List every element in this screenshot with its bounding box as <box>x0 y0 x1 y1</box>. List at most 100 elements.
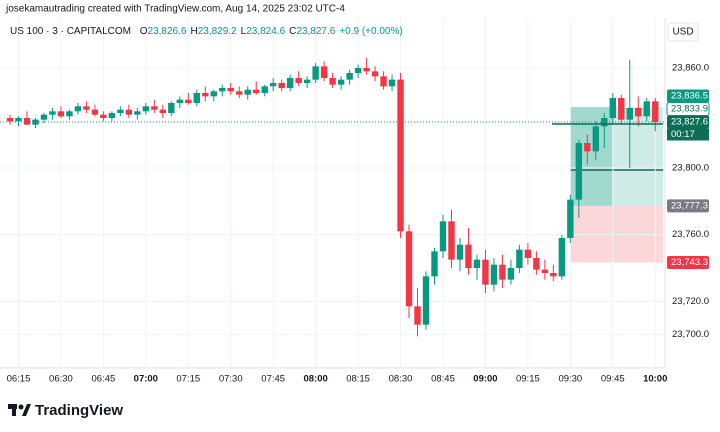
position-tool <box>570 107 663 263</box>
logo-icon <box>22 404 31 416</box>
candle-body <box>74 106 82 112</box>
x-tick-label: 09:15 <box>516 374 540 385</box>
candle-body <box>295 78 302 83</box>
candle-body <box>227 88 234 92</box>
price-tag-label: 23,836.5 <box>671 91 708 102</box>
legend-change: +0.9 (+0.00%) <box>339 26 402 37</box>
candle-body <box>363 68 370 72</box>
logo: TradingView <box>8 402 123 419</box>
candle-body <box>219 88 226 92</box>
candle-body <box>567 199 574 238</box>
candle-body <box>380 76 387 87</box>
candle-body <box>592 126 600 152</box>
price-tag-label: 23,833.9 <box>671 104 708 115</box>
y-tick-label: 23,760.0 <box>672 229 709 240</box>
legend-key: H <box>190 26 197 37</box>
candle-body <box>49 111 56 115</box>
x-tick-label: 06:30 <box>49 374 73 385</box>
candle-body <box>609 98 616 118</box>
legend-key: O <box>140 26 148 37</box>
axes: 23,700.0 23,720.0 23,760.0 23,800.0 23,860.0… <box>7 63 710 385</box>
candle-body <box>193 93 200 103</box>
x-tick-label: 08:30 <box>389 374 413 385</box>
candle-body <box>414 306 421 325</box>
candle-body <box>202 93 209 97</box>
candle-body <box>151 106 158 110</box>
candle-body <box>388 79 396 87</box>
legend-key: C <box>289 26 296 37</box>
loss-zone <box>570 205 663 263</box>
legend-key: L <box>241 26 247 37</box>
candle-body <box>320 66 328 78</box>
y-tick-label: 23,700.0 <box>672 329 709 340</box>
candle-body <box>397 79 404 232</box>
candle-body <box>303 79 311 83</box>
candle-body <box>405 231 413 307</box>
candle-body <box>490 264 498 285</box>
price-tag <box>667 89 709 103</box>
candle-body <box>168 103 175 113</box>
y-tick-label: 23,720.0 <box>672 296 709 307</box>
legend-value: 23,827.6 <box>296 26 335 37</box>
candle-body <box>210 91 217 97</box>
x-tick-label: 10:00 <box>643 374 667 385</box>
candle-body <box>482 259 489 285</box>
candle-body <box>66 111 73 117</box>
candle-body <box>601 118 608 127</box>
candle-body <box>142 106 150 112</box>
candle-body <box>91 109 99 115</box>
y-tick-label: 23,860.0 <box>672 63 709 74</box>
credit: josekamautrading created with TradingVie… <box>5 4 345 15</box>
candle-body <box>100 114 107 118</box>
candle-body <box>533 258 540 270</box>
candle-body <box>244 89 251 95</box>
x-tick-label: 07:45 <box>261 374 285 385</box>
candle-body <box>584 143 591 152</box>
candle-body <box>269 83 277 87</box>
x-tick-label: 08:45 <box>431 374 455 385</box>
x-tick-label: 07:30 <box>219 374 243 385</box>
candle-body <box>15 118 22 122</box>
candle-body <box>431 251 438 277</box>
candle-body <box>176 99 183 103</box>
candle-body <box>83 106 90 110</box>
countdown: 00:17 <box>671 129 695 140</box>
legend-value: 23,824.6 <box>246 26 285 37</box>
candle-body <box>354 68 362 73</box>
candle-body <box>635 108 642 117</box>
symbol: US 100 · 3 · CAPITALCOM <box>10 26 131 37</box>
candle-body <box>507 268 515 280</box>
logo-text: TradingView <box>35 402 123 419</box>
logo-icon <box>12 404 16 416</box>
x-tick-label: 08:15 <box>346 374 370 385</box>
candle-body <box>278 83 285 88</box>
x-tick-label: 09:30 <box>558 374 582 385</box>
candle-body <box>626 108 633 120</box>
candle-body <box>550 273 557 277</box>
candle-body <box>261 86 268 93</box>
price-tag-label: 23,743.3 <box>671 257 708 268</box>
candle-body <box>286 78 294 88</box>
candle-body <box>6 118 14 122</box>
logo-icon <box>18 404 24 410</box>
candle-body <box>159 109 167 113</box>
candle-body <box>185 99 192 103</box>
candle-body <box>312 66 319 80</box>
x-tick-label: 08:00 <box>303 374 327 385</box>
candle-body <box>371 71 379 77</box>
price-tag <box>667 256 709 269</box>
x-tick-label: 07:15 <box>176 374 200 385</box>
legend-value: 23,829.2 <box>198 26 237 37</box>
price-tag-label: 23,777.3 <box>671 200 708 211</box>
candle-body <box>32 119 39 125</box>
candle-body <box>643 101 650 117</box>
currency: USD <box>672 27 693 38</box>
candle-body <box>125 109 133 115</box>
price-tag <box>667 115 709 129</box>
candle-body <box>253 89 260 93</box>
ohlc-legend: US 100 · 3 · CAPITALCOM O23,826.6 H23,829… <box>10 26 403 37</box>
candle-body <box>329 78 336 85</box>
x-tick-label: 07:00 <box>134 374 158 385</box>
price-tag <box>667 199 709 213</box>
